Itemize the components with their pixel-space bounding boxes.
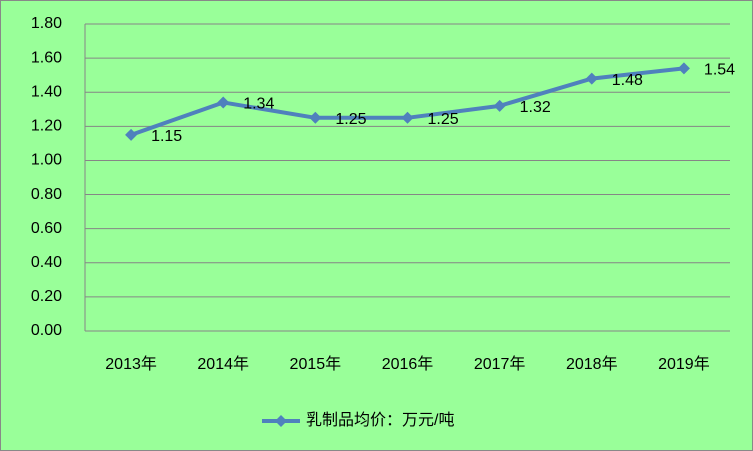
- data-label: 1.32: [520, 99, 551, 116]
- y-tick-label: 0.20: [31, 288, 62, 305]
- y-tick-label: 0.40: [31, 254, 62, 271]
- x-tick-label: 2019年: [658, 355, 710, 373]
- legend-marker: [275, 415, 287, 427]
- y-tick-label: 1.40: [31, 83, 62, 100]
- y-tick-label: 0.00: [31, 322, 62, 339]
- data-label: 1.25: [335, 111, 366, 128]
- data-label: 1.54: [704, 62, 735, 79]
- data-label: 1.34: [243, 96, 274, 113]
- y-tick-label: 1.00: [31, 152, 62, 169]
- data-label: 1.15: [151, 128, 182, 145]
- legend-label: 乳制品均价：万元/吨: [306, 411, 454, 429]
- data-point: [585, 72, 598, 85]
- x-tick-label: 2013年: [105, 355, 157, 373]
- y-tick-label: 1.60: [31, 49, 62, 66]
- data-label: 1.48: [612, 72, 643, 89]
- x-tick-label: 2016年: [382, 355, 434, 373]
- x-tick-label: 2015年: [290, 355, 342, 373]
- x-tick-label: 2018年: [566, 355, 618, 373]
- data-point: [309, 111, 322, 124]
- data-point: [493, 99, 506, 112]
- x-tick-label: 2017年: [474, 355, 526, 373]
- y-tick-label: 1.20: [31, 118, 62, 135]
- data-point: [677, 62, 690, 75]
- x-tick-label: 2014年: [197, 355, 249, 373]
- data-point: [217, 96, 230, 109]
- y-tick-label: 1.80: [31, 15, 62, 32]
- data-label: 1.25: [428, 111, 459, 128]
- y-tick-label: 0.80: [31, 186, 62, 203]
- y-tick-label: 0.60: [31, 220, 62, 237]
- data-point: [401, 111, 414, 124]
- data-point: [125, 128, 138, 141]
